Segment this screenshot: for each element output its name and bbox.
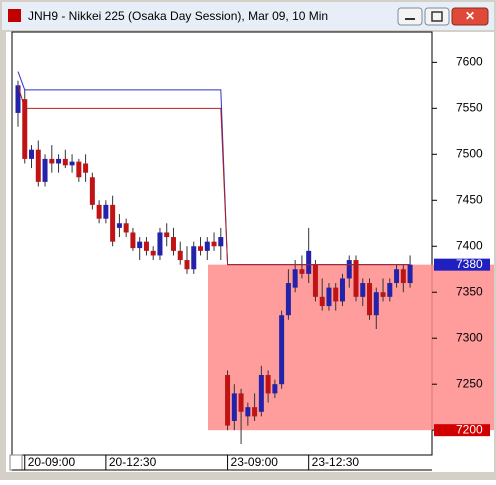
candle-body <box>137 241 143 249</box>
candle-body <box>69 161 75 166</box>
y-tick-label: 7300 <box>456 330 483 344</box>
candle-body <box>400 269 406 284</box>
candle-body <box>130 232 136 249</box>
candle-body <box>177 250 183 261</box>
level-label: 7200 <box>456 422 483 436</box>
candle-body <box>49 158 55 164</box>
candle-body <box>89 177 95 205</box>
candle-body <box>238 393 244 412</box>
y-tick-label: 7550 <box>456 100 483 114</box>
candle-body <box>218 237 224 247</box>
level-label: 7380 <box>456 257 483 271</box>
candle-body <box>326 287 332 307</box>
candle-body <box>116 223 122 228</box>
candle-body <box>292 269 298 288</box>
maximize-button[interactable] <box>424 7 450 26</box>
y-tick-label: 7600 <box>456 55 483 69</box>
candle-body <box>319 296 325 307</box>
candle-body <box>62 158 68 166</box>
candle-body <box>367 283 373 316</box>
candle-body <box>353 260 359 297</box>
candle-body <box>225 374 231 426</box>
candle-body <box>252 407 258 417</box>
y-tick-label: 7400 <box>456 238 483 252</box>
indicator-line <box>17 85 411 266</box>
candle-body <box>22 99 28 159</box>
candle-body <box>285 283 291 316</box>
candle-body <box>339 278 345 302</box>
maximize-icon <box>431 11 443 22</box>
x-tick-label: 23-09:00 <box>231 455 279 469</box>
candle-body <box>56 158 62 164</box>
candle-body <box>204 241 210 251</box>
candle-body <box>191 246 197 270</box>
candle-body <box>258 374 264 412</box>
x-tick-label: 20-09:00 <box>28 455 76 469</box>
candle-body <box>42 158 48 182</box>
app-icon <box>8 9 21 22</box>
candle-body <box>170 237 176 251</box>
candle-body <box>123 223 129 233</box>
candle-body <box>394 269 400 284</box>
candle-body <box>360 283 366 297</box>
plot: 7200 7250 7300 7350 7400 7450 7500 7550 7600 20-0… <box>12 55 494 471</box>
level-label-box <box>434 424 490 437</box>
candle-body <box>306 250 312 274</box>
window-title: JNH9 - Nikkei 225 (Osaka Day Session), M… <box>28 9 328 23</box>
candle-body <box>272 384 278 394</box>
candle-body <box>373 292 379 316</box>
candle-body <box>143 241 149 251</box>
y-tick-label: 7350 <box>456 284 483 298</box>
x-tick-label: 23-12:30 <box>312 455 360 469</box>
candle-body <box>110 204 116 242</box>
y-tick-label: 7450 <box>456 192 483 206</box>
candle-body <box>279 315 285 385</box>
level-label-box <box>434 258 490 271</box>
x-tick-label: 20-12:30 <box>109 455 157 469</box>
candle-body <box>333 287 339 302</box>
y-tick-label: 7500 <box>456 146 483 160</box>
candle-body <box>312 264 318 297</box>
zone <box>208 264 494 431</box>
candle-body <box>299 269 305 274</box>
candle-body <box>346 260 352 279</box>
scroll-box[interactable] <box>9 454 23 471</box>
candle-body <box>245 407 251 417</box>
candle-body <box>231 393 237 421</box>
candle-body <box>380 292 386 297</box>
candle-body <box>164 232 170 238</box>
candle-body <box>83 163 89 173</box>
candle-body <box>15 85 21 113</box>
candle-body <box>211 241 217 247</box>
candle-body <box>387 283 393 297</box>
candle-body <box>103 204 109 219</box>
candle-body <box>96 204 102 219</box>
close-icon: ✕ <box>465 9 475 23</box>
candle-body <box>29 149 35 159</box>
candle-body <box>184 260 190 270</box>
candle-body <box>407 264 413 284</box>
candle-body <box>76 161 82 178</box>
candle-body <box>198 246 204 251</box>
close-button[interactable] <box>451 7 489 26</box>
candle-body <box>265 374 271 394</box>
y-tick-label: 7250 <box>456 376 483 390</box>
minimize-button[interactable] <box>397 7 423 26</box>
candle-body <box>157 232 163 256</box>
candle-body <box>150 250 156 256</box>
window-buttons: ✕ <box>397 7 489 26</box>
candle-body <box>35 149 41 182</box>
